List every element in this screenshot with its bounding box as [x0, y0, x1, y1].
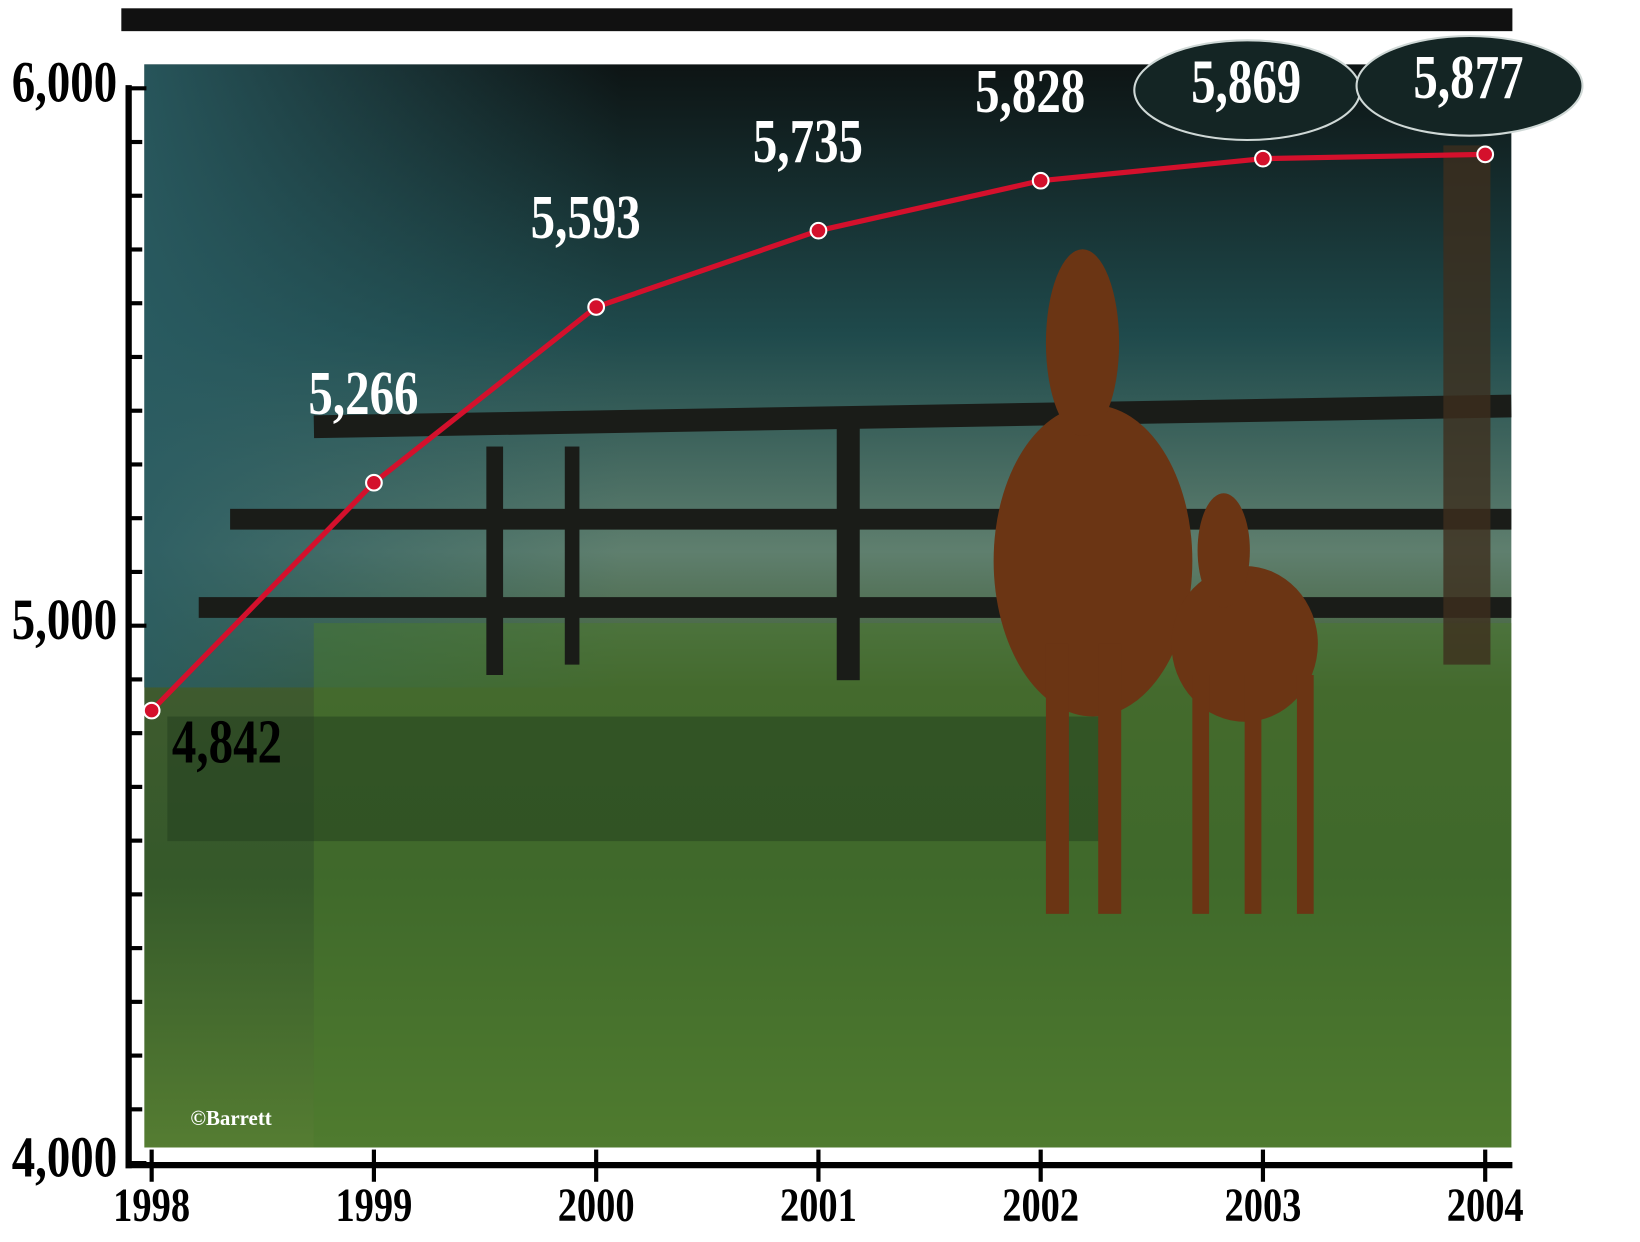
top-bar [121, 8, 1512, 31]
data-label: 5,593 [531, 184, 641, 253]
data-label: 5,735 [753, 107, 863, 176]
x-tick-label: 2004 [1447, 1179, 1524, 1232]
data-point [144, 703, 160, 719]
x-tick-label: 2000 [558, 1179, 635, 1232]
data-point [1033, 173, 1049, 189]
data-label: 5,266 [308, 359, 418, 428]
y-tick-label: 5,000 [12, 588, 117, 652]
credit: ©Barrett [190, 1106, 271, 1130]
data-point [1255, 151, 1271, 167]
page: ©Barrett 4,000 5,000 6,000 1998 1999 2000 2001… [0, 0, 1640, 1242]
x-tick-label: 2002 [1002, 1179, 1079, 1232]
data-label: 5,877 [1413, 44, 1523, 113]
data-label: 5,828 [975, 57, 1085, 126]
data-point [588, 299, 604, 315]
x-tick-label: 2003 [1224, 1179, 1301, 1232]
x-tick-label: 2001 [780, 1179, 857, 1232]
data-point [811, 223, 827, 239]
data-label: 4,842 [172, 708, 282, 777]
chart: ©Barrett 4,000 5,000 6,000 1998 1999 2000 2001… [0, 0, 1640, 1242]
data-label: 5,869 [1191, 48, 1301, 117]
x-tick-label: 1998 [113, 1179, 190, 1232]
data-point [366, 475, 382, 491]
y-tick-label: 4,000 [12, 1126, 117, 1190]
x-tick-label: 1999 [335, 1179, 412, 1232]
y-tick-label: 6,000 [12, 51, 117, 115]
data-point [1477, 147, 1493, 163]
